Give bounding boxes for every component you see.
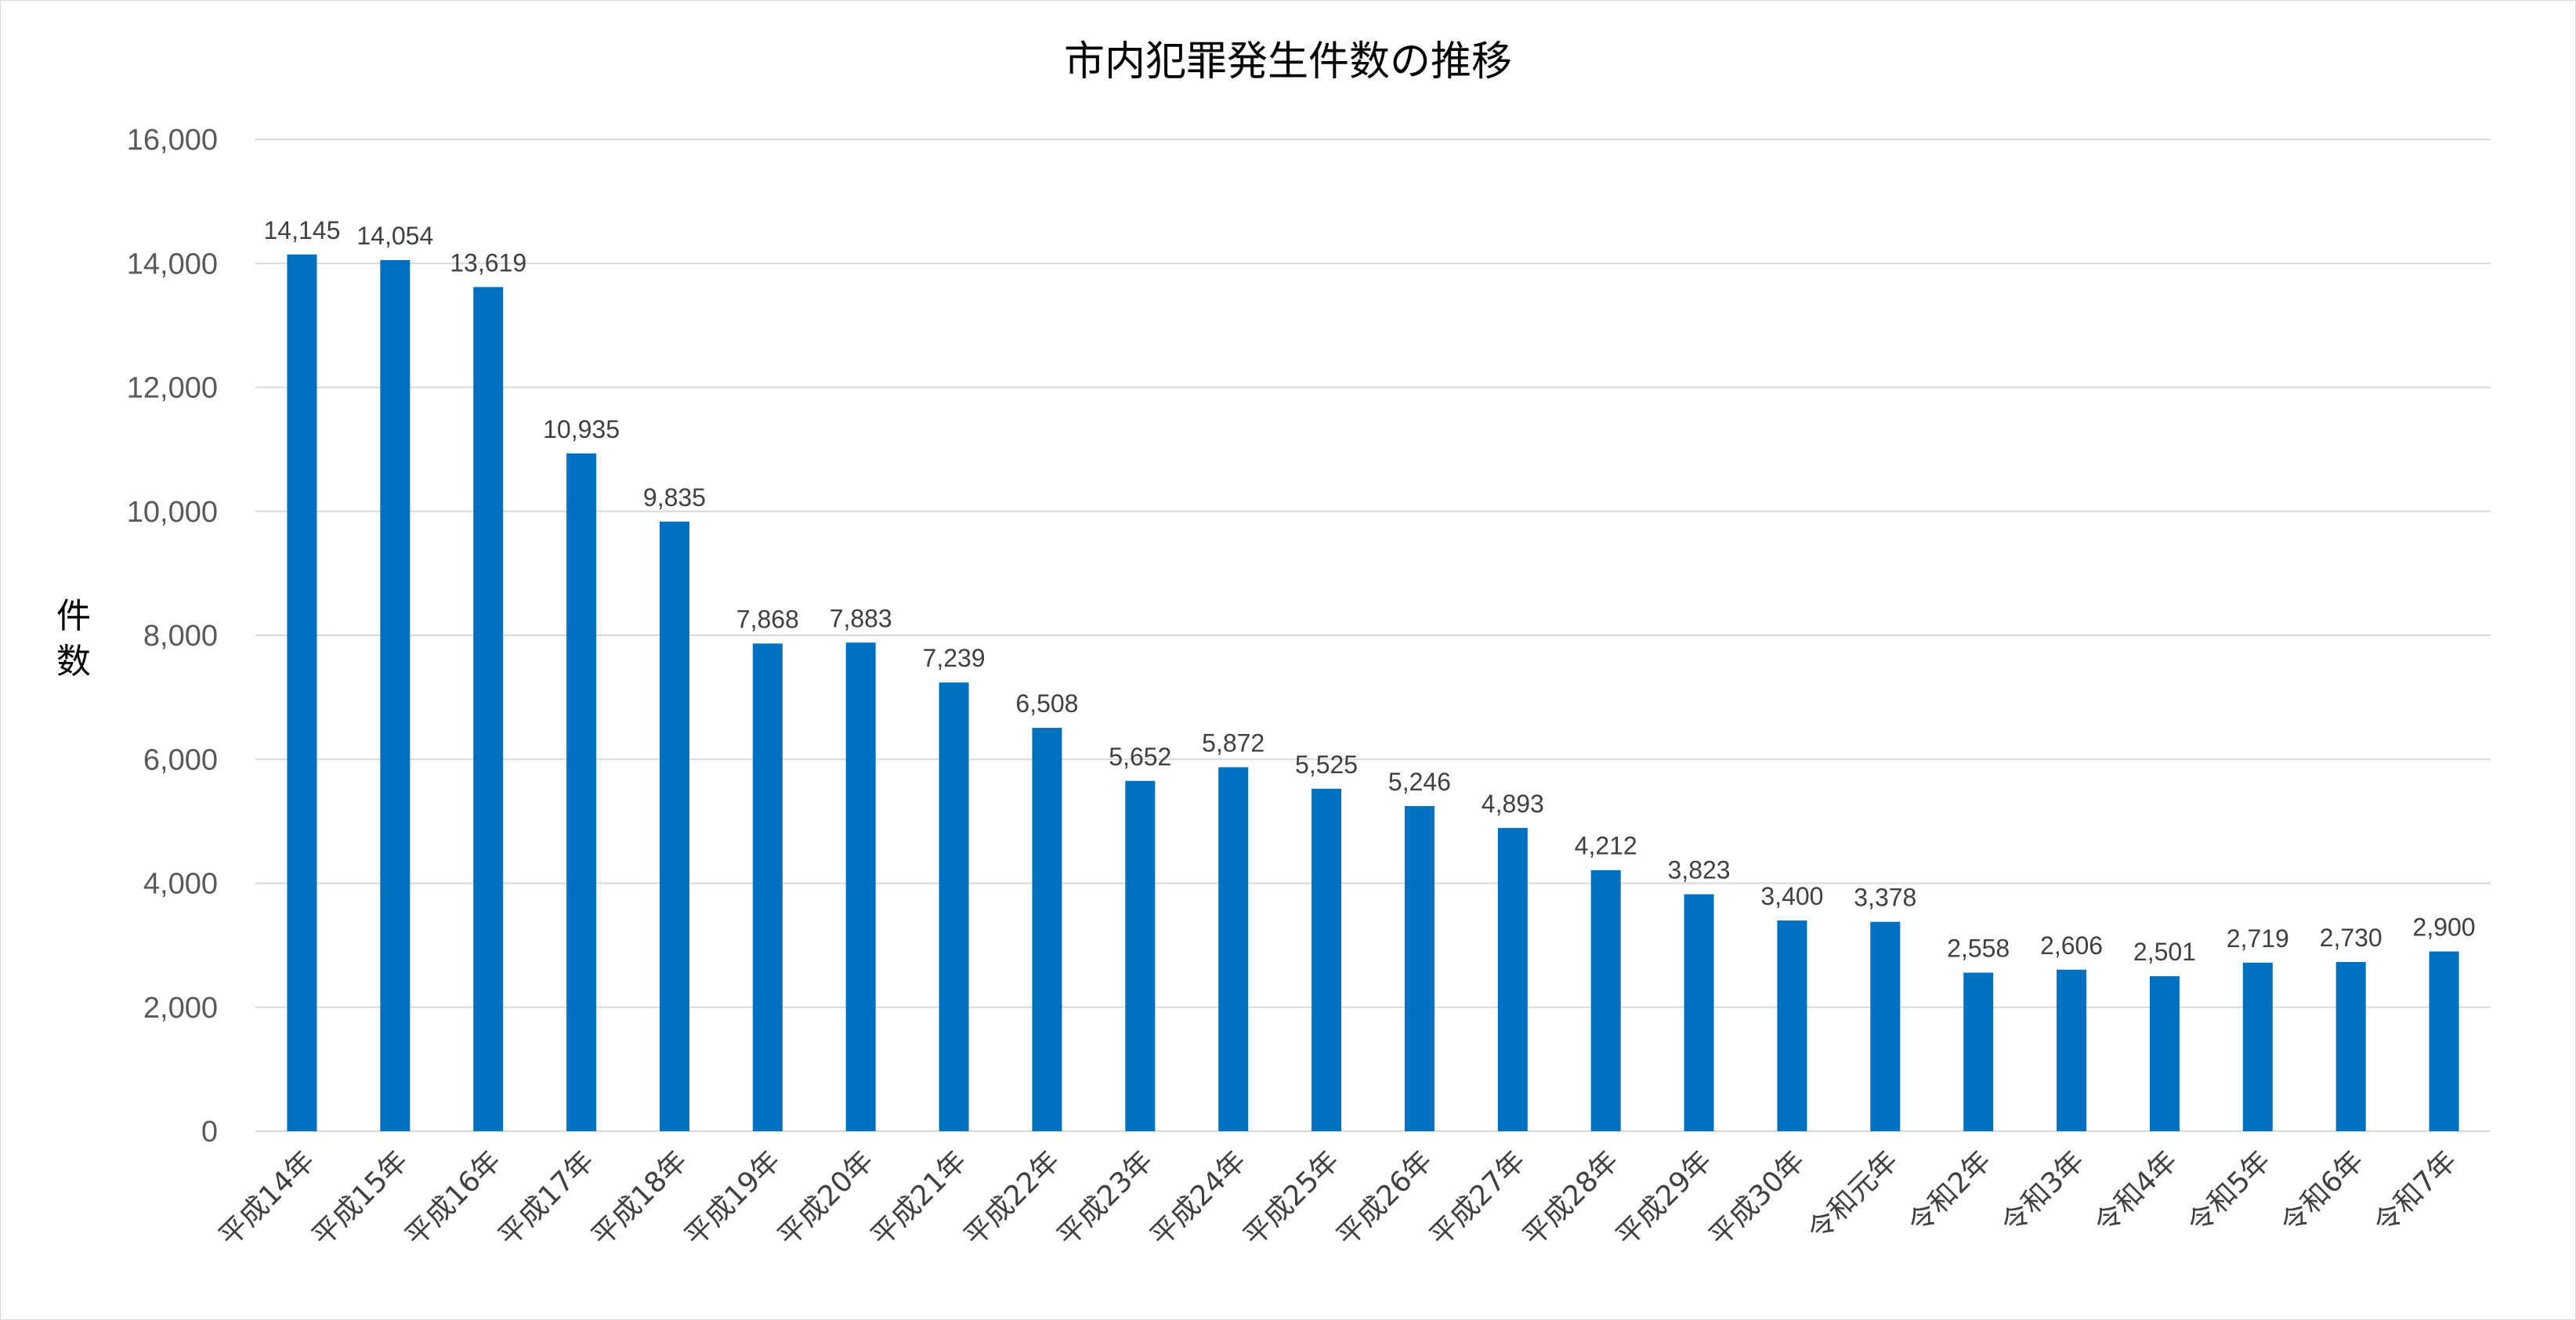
data-label: 5,652 [1109,743,1171,771]
x-tick-label: 平成27年 [1424,1145,1532,1253]
data-label: 3,378 [1854,884,1916,912]
y-tick-label: 16,000 [127,124,218,157]
x-tick-label: 令和2年 [1902,1145,1998,1240]
bar [752,643,783,1131]
x-tick-label: 平成20年 [772,1145,880,1253]
x-tick-label: 平成30年 [1703,1145,1811,1253]
x-tick-label: 平成29年 [1610,1145,1718,1253]
y-axis-tick-labels: 0 2,000 4,000 6,000 8,000 10,000 12,000 14,000 1… [127,124,218,1148]
y-tick-label: 0 [201,1116,218,1148]
bar [2335,961,2366,1131]
y-tick-label: 2,000 [143,992,218,1025]
data-label: 3,823 [1668,856,1731,884]
bars [287,254,2459,1132]
gridlines [255,139,2491,1132]
x-tick-label: 平成16年 [400,1145,508,1253]
bar [1404,805,1435,1131]
x-tick-label: 平成19年 [678,1145,787,1253]
bar [659,521,689,1131]
bar [473,287,504,1132]
data-label: 5,872 [1202,729,1264,757]
x-tick-label: 令和7年 [2368,1145,2463,1240]
data-label: 7,883 [830,604,892,632]
x-tick-label: 令和元年 [1802,1145,1905,1247]
bar [2057,969,2087,1131]
bar [1777,920,1807,1131]
chart-title: 市内犯罪発生件数の推移 [1064,38,1512,85]
x-tick-label: 平成17年 [493,1145,601,1253]
data-label: 2,501 [2133,938,2196,966]
y-tick-label: 6,000 [143,743,218,776]
y-tick-label: 8,000 [143,620,218,653]
bar [1125,780,1156,1131]
data-label: 7,239 [923,644,986,672]
data-label: 2,730 [2320,924,2382,952]
bar [2149,976,2180,1131]
data-label: 2,719 [2227,924,2289,953]
bar [1312,788,1342,1131]
y-axis-title-char: 件 [56,596,91,636]
x-tick-label: 令和6年 [2274,1145,2370,1240]
bar [287,254,317,1132]
bar [1963,972,1994,1131]
bar [1870,921,1901,1131]
data-label: 2,606 [2040,931,2103,960]
data-label: 4,212 [1575,832,1637,860]
x-tick-label: 令和3年 [1995,1145,2091,1240]
bar [939,682,969,1131]
data-label: 7,868 [736,605,799,633]
data-label: 2,900 [2413,913,2476,942]
bar [380,259,411,1131]
x-tick-label: 令和5年 [2182,1145,2278,1240]
x-tick-label: 平成28年 [1517,1145,1625,1253]
bar [2242,962,2273,1131]
x-tick-label: 令和4年 [2089,1145,2184,1240]
x-tick-label: 平成23年 [1051,1145,1160,1253]
bar [1684,894,1714,1131]
data-label: 3,400 [1760,882,1823,910]
x-axis-tick-labels: 平成14年平成15年平成16年平成17年平成18年平成19年平成20年平成21年… [213,1145,2463,1253]
data-label: 6,508 [1015,689,1078,718]
y-tick-label: 4,000 [143,868,218,901]
x-tick-label: 平成18年 [586,1145,694,1253]
bar [1218,767,1249,1131]
data-label: 13,619 [450,248,526,277]
data-label: 10,935 [543,415,620,443]
bar [1590,870,1621,1131]
y-tick-label: 10,000 [127,496,218,529]
x-tick-label: 平成26年 [1331,1145,1439,1253]
x-tick-label: 平成24年 [1145,1145,1253,1253]
y-axis-title-char: 数 [56,642,91,682]
bar [1032,728,1062,1131]
y-tick-label: 14,000 [127,248,218,280]
x-tick-label: 平成15年 [306,1145,414,1253]
x-tick-label: 平成22年 [958,1145,1066,1253]
bar [1497,827,1528,1131]
data-label: 2,558 [1947,935,2010,963]
data-label: 5,246 [1388,768,1451,796]
x-tick-label: 平成14年 [213,1145,321,1253]
x-tick-label: 平成25年 [1238,1145,1346,1253]
data-labels: 14,145 14,054 13,619 10,935 9,835 7,868 7,883 7… [264,216,2476,966]
x-tick-label: 平成21年 [865,1145,973,1253]
y-tick-label: 12,000 [127,372,218,405]
bar [845,642,876,1131]
y-axis-title: 件数 [56,596,91,682]
data-label: 14,145 [264,216,341,244]
data-label: 4,893 [1482,790,1544,818]
bar [566,453,597,1131]
data-label: 14,054 [356,222,433,250]
data-label: 5,525 [1295,750,1358,779]
data-label: 9,835 [643,483,706,512]
bar [2429,951,2459,1131]
